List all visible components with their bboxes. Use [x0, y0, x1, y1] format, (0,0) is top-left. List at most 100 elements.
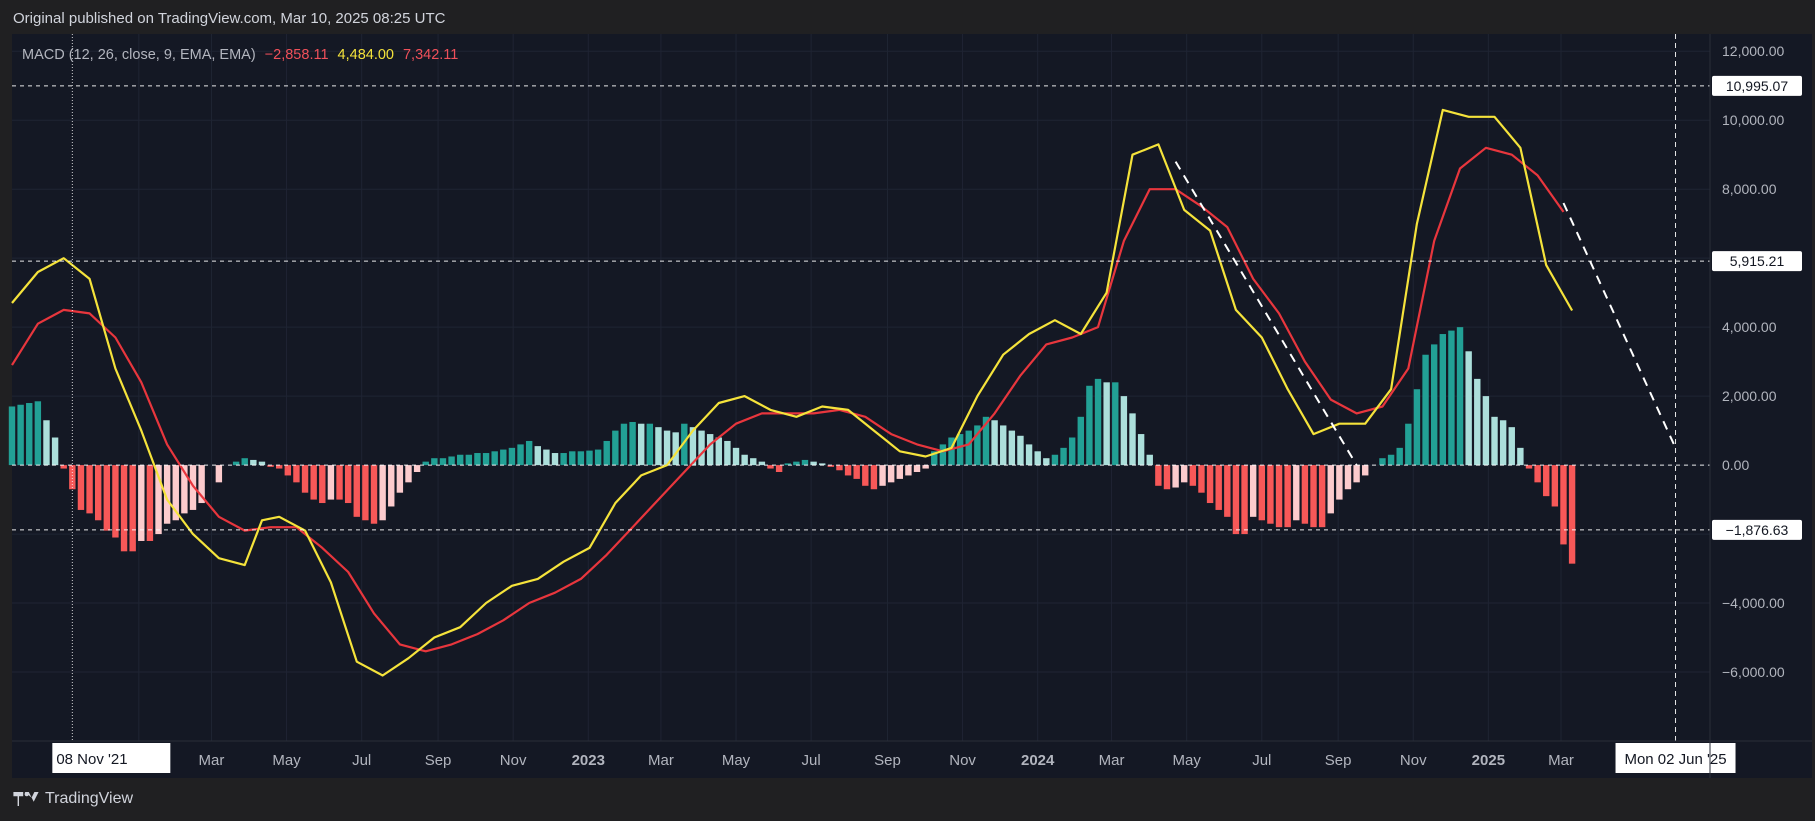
histogram-bar [1517, 447, 1524, 466]
legend-value: 7,342.11 [403, 47, 458, 63]
histogram-bar [1172, 465, 1179, 488]
x-tick-label: May [1173, 752, 1202, 769]
histogram-bar [1232, 465, 1240, 535]
histogram-bar [94, 465, 102, 521]
level-label-box [1712, 519, 1802, 540]
histogram-bar [1025, 444, 1033, 466]
histogram-bar [129, 465, 136, 552]
histogram-bar [431, 458, 438, 466]
histogram-bar [1112, 382, 1119, 466]
histogram-bar [1060, 447, 1067, 466]
y-tick-label: −6,000.00 [1722, 664, 1785, 680]
histogram-bar [801, 459, 809, 466]
histogram-bar [1077, 416, 1084, 466]
histogram-bar [844, 465, 852, 476]
histogram-bar [948, 437, 955, 466]
histogram-bar [965, 430, 972, 466]
histogram-bar [586, 450, 593, 466]
histogram-bar [146, 465, 154, 541]
histogram-bar [1430, 344, 1438, 466]
histogram-bar [620, 423, 628, 466]
x-tick-label: Sep [425, 752, 452, 769]
histogram-bar [1249, 465, 1257, 517]
histogram-bar [663, 430, 671, 466]
histogram-bar [1448, 330, 1455, 466]
histogram-bar [1499, 420, 1507, 466]
histogram-bar [1413, 389, 1421, 466]
histogram-bar [629, 421, 636, 466]
histogram-bar [672, 432, 679, 466]
histogram-bar [112, 465, 119, 538]
histogram-bar [1456, 327, 1464, 466]
future-marker-badge [1615, 743, 1736, 773]
histogram-bar [1155, 465, 1162, 486]
x-tick-label: May [722, 752, 751, 769]
histogram-bar [1086, 385, 1093, 466]
histogram-bar [724, 440, 731, 466]
histogram-bar [215, 465, 223, 483]
histogram-bar [1129, 413, 1136, 466]
histogram-bar [77, 465, 85, 510]
y-tick-label: 10,000.00 [1722, 112, 1784, 128]
histogram-bar [1189, 465, 1197, 486]
histogram-bar [896, 465, 903, 479]
histogram-bar [491, 451, 498, 466]
series-line-macd [11, 108, 1574, 677]
histogram-bar [508, 447, 516, 466]
histogram-bar [1422, 354, 1429, 466]
histogram-bar [612, 430, 619, 466]
histogram-bar [155, 465, 162, 535]
histogram-bar [1310, 465, 1317, 528]
histogram-bar [681, 423, 688, 466]
histogram-bar [379, 465, 386, 521]
future-marker-label: Mon 02 Jun '25 [1624, 751, 1726, 768]
histogram-bar [853, 465, 860, 479]
level-label: −1,876.63 [1726, 522, 1789, 538]
histogram-bar [465, 454, 473, 466]
y-tick-label: 0.00 [1722, 457, 1749, 473]
histogram-bar [1439, 334, 1447, 466]
y-tick-label: 8,000.00 [1722, 181, 1777, 197]
histogram-bar [956, 434, 964, 466]
crosshair-time-label: 08 Nov '21 [56, 751, 127, 768]
histogram-bar [1258, 465, 1265, 521]
x-tick-label: 2023 [572, 752, 605, 769]
level-label: 5,915.21 [1730, 253, 1785, 269]
trend-lines [1174, 161, 1677, 466]
histogram-bar [1206, 465, 1214, 504]
y-tick-label: −4,000.00 [1722, 595, 1785, 611]
x-tick-label: 2024 [1021, 752, 1055, 769]
tradingview-logo-icon [13, 792, 39, 806]
histogram-bar [1000, 425, 1007, 466]
histogram-bar [1163, 465, 1171, 490]
histogram-bar [43, 420, 50, 466]
histogram-bar [1267, 465, 1274, 524]
x-tick-label: Mar [199, 752, 225, 769]
histogram-bar [1181, 465, 1188, 483]
histogram-bar [819, 463, 826, 466]
histogram-bar [319, 465, 326, 504]
horizontal-levels: 10,995.07 5,915.21 −1,876.63 [12, 34, 1802, 741]
footer-brand: TradingView [45, 790, 134, 807]
histogram-bar [862, 465, 869, 486]
x-tick-label: Jul [352, 752, 371, 769]
histogram-bar [258, 461, 266, 466]
histogram-bar [250, 459, 257, 466]
histogram-bar [810, 461, 817, 466]
histogram-bar [784, 463, 791, 466]
histogram-bar [34, 401, 42, 466]
histogram-bar [336, 465, 343, 500]
histogram-bar [1534, 465, 1541, 483]
histogram-bar [232, 461, 240, 466]
histogram-bar [474, 453, 481, 466]
histogram-bar [1543, 465, 1550, 497]
time-axis: 2022MarMayJulSepNov2023MarMayJulSepNov20… [52, 743, 1736, 773]
histogram-bar [1474, 378, 1481, 466]
histogram-bar [1241, 465, 1248, 535]
indicator-legend: MACD (12, 26, close, 9, EMA, EMA) −2,858.… [22, 47, 458, 63]
footer: TradingView [13, 789, 133, 809]
histogram-bar [689, 427, 697, 466]
histogram [8, 327, 1576, 564]
macd-chart[interactable]: 10,995.07 5,915.21 −1,876.63 12,000.00 10,0… [0, 0, 1815, 780]
histogram-bar [991, 420, 998, 466]
